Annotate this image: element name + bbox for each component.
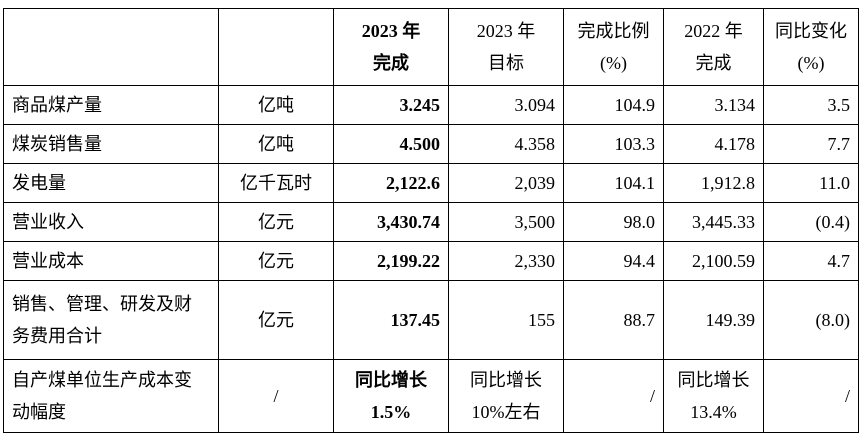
table-cell: 2,330: [448, 241, 564, 281]
table-cell: 88.7: [563, 280, 664, 360]
cell-line: 2022 年: [684, 21, 743, 41]
table-cell: 3.134: [663, 85, 764, 125]
table-cell: 自产煤单位生产成本变 动幅度: [3, 359, 219, 433]
table-cell: 2,199.22: [333, 241, 449, 281]
header-row: 2023 年完成 2023 年目标 完成比例 (%) 2022 年完成 同比变化 (%): [3, 8, 859, 86]
cell-line: 13.4%: [690, 402, 737, 422]
table-cell: 3,500: [448, 202, 564, 242]
cell-line: 目标: [488, 53, 524, 73]
table-cell: 同比增长 13.4%: [663, 359, 764, 433]
table-cell: /: [763, 359, 859, 433]
header-cell: 2022 年完成: [663, 8, 764, 86]
table-cell: 155: [448, 280, 564, 360]
table-cell: 3.094: [448, 85, 564, 125]
cell-line: 2023 年: [361, 21, 421, 41]
table-cell: 商品煤产量: [3, 85, 219, 125]
cell-line: 完成: [373, 53, 409, 73]
table-cell: 98.0: [563, 202, 664, 242]
table-row: 煤炭销售量 亿吨 4.500 4.358 103.3 4.178 7.7: [3, 124, 859, 164]
table-cell: (0.4): [763, 202, 859, 242]
table-cell: 94.4: [563, 241, 664, 281]
cell-line: 同比增长: [355, 370, 427, 390]
cell-line: 同比增长: [677, 370, 750, 390]
table-cell: 营业成本: [3, 241, 219, 281]
table-cell: 4.178: [663, 124, 764, 164]
header-cell: [3, 8, 219, 86]
table-cell: 4.500: [333, 124, 449, 164]
cell-line: 务费用合计: [12, 326, 102, 346]
header-cell: 2023 年目标: [448, 8, 564, 86]
table-row: 营业成本 亿元 2,199.22 2,330 94.4 2,100.59 4.7: [3, 241, 859, 281]
table-cell: 销售、管理、研发及财 务费用合计: [3, 280, 219, 360]
table-cell: 11.0: [763, 163, 859, 203]
cell-line: 10%左右: [471, 402, 541, 422]
cell-line: 2023 年: [476, 21, 536, 41]
cell-line: (%): [600, 53, 627, 73]
table-cell: 3.5: [763, 85, 859, 125]
table-row: 商品煤产量 亿吨 3.245 3.094 104.9 3.134 3.5: [3, 85, 859, 125]
table-cell: (8.0): [763, 280, 859, 360]
table-row: 自产煤单位生产成本变 动幅度 / 同比增长 1.5% 同比增长 10%左右 / 同比增长 13.4…: [3, 359, 859, 433]
table-cell: 7.7: [763, 124, 859, 164]
cell-line: 完成比例: [577, 21, 650, 41]
table-cell: 3,445.33: [663, 202, 764, 242]
table-cell: 3,430.74: [333, 202, 449, 242]
table-cell: 亿元: [218, 241, 334, 281]
header-cell: [218, 8, 334, 86]
table-cell: 1,912.8: [663, 163, 764, 203]
header-cell: 2023 年完成: [333, 8, 449, 86]
table-cell: 亿元: [218, 280, 334, 360]
data-table: 2023 年完成 2023 年目标 完成比例 (%) 2022 年完成 同比变化 (%) 商品…: [3, 8, 859, 433]
cell-line: 同比变化: [775, 21, 847, 41]
table-row: 发电量 亿千瓦时 2,122.6 2,039 104.1 1,912.8 11.0: [3, 163, 859, 203]
cell-line: 销售、管理、研发及财: [12, 294, 192, 314]
table-cell: 104.9: [563, 85, 664, 125]
table-cell: /: [218, 359, 334, 433]
table-cell: 2,039: [448, 163, 564, 203]
table-cell: 103.3: [563, 124, 664, 164]
table-row: 营业收入 亿元 3,430.74 3,500 98.0 3,445.33 (0.4): [3, 202, 859, 242]
header-cell: 完成比例 (%): [563, 8, 664, 86]
table-cell: 3.245: [333, 85, 449, 125]
table-cell: 同比增长 10%左右: [448, 359, 564, 433]
table-cell: 发电量: [3, 163, 219, 203]
table-cell: 149.39: [663, 280, 764, 360]
table-cell: /: [563, 359, 664, 433]
table-cell: 亿元: [218, 202, 334, 242]
table-cell: 煤炭销售量: [3, 124, 219, 164]
cell-line: 同比增长: [470, 370, 542, 390]
table-cell: 104.1: [563, 163, 664, 203]
table-cell: 137.45: [333, 280, 449, 360]
table-cell: 亿吨: [218, 124, 334, 164]
table-cell: 2,100.59: [663, 241, 764, 281]
table-cell: 营业收入: [3, 202, 219, 242]
cell-line: 动幅度: [12, 402, 66, 422]
table-cell: 亿吨: [218, 85, 334, 125]
table-cell: 2,122.6: [333, 163, 449, 203]
header-cell: 同比变化 (%): [763, 8, 859, 86]
table-cell: 亿千瓦时: [218, 163, 334, 203]
cell-line: 1.5%: [370, 402, 412, 422]
table-cell: 4.7: [763, 241, 859, 281]
cell-line: 完成: [695, 53, 732, 73]
cell-line: 自产煤单位生产成本变: [12, 370, 192, 390]
table-cell: 同比增长 1.5%: [333, 359, 449, 433]
cell-line: (%): [797, 53, 825, 73]
table-cell: 4.358: [448, 124, 564, 164]
table-row: 销售、管理、研发及财 务费用合计 亿元 137.45 155 88.7 149.39 (8.0…: [3, 280, 859, 360]
